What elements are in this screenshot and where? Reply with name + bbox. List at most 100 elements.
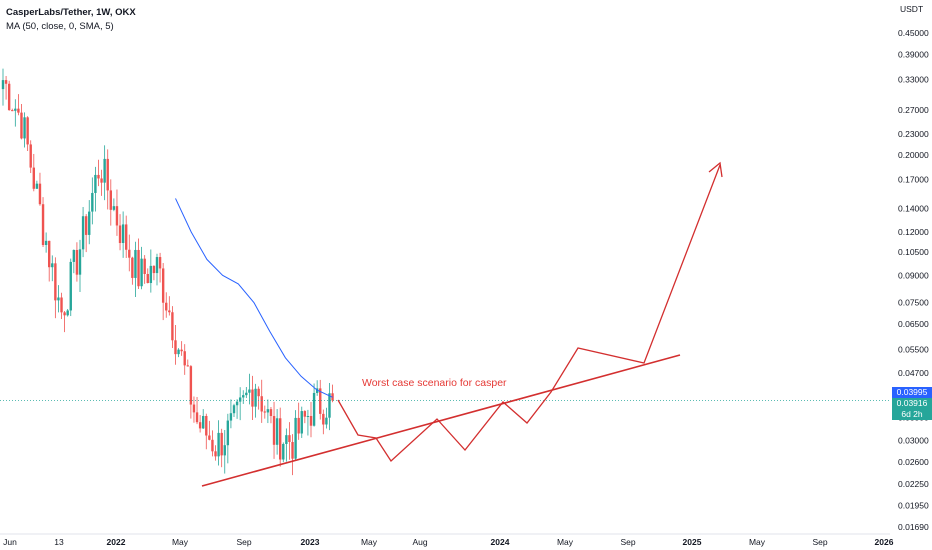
time-axis-label: Sep	[812, 537, 827, 547]
time-axis-label: Sep	[620, 537, 635, 547]
candle-body	[198, 422, 202, 429]
candle-body	[134, 249, 137, 278]
candle-body	[29, 144, 32, 168]
candle-body	[20, 112, 23, 139]
candle-body	[35, 183, 39, 189]
countdown-badge: 6d 2h	[892, 409, 932, 420]
candle-body	[109, 190, 112, 210]
candle-body	[217, 432, 220, 457]
time-axis-label: Sep	[236, 537, 251, 547]
candle-body	[220, 432, 223, 456]
candle-body	[294, 417, 297, 459]
time-axis-label: 2024	[491, 537, 510, 547]
price-axis-tick: 0.02250	[898, 479, 929, 489]
candle-body	[94, 174, 97, 193]
price-axis-tick: 0.02600	[898, 457, 929, 467]
candle-body	[189, 366, 193, 405]
candle-body	[202, 415, 205, 429]
candle-body	[100, 178, 103, 183]
candle-body	[1, 80, 5, 90]
candle-body	[97, 174, 100, 179]
candle-body	[242, 395, 245, 398]
candle-body	[121, 224, 125, 244]
candle-body	[84, 216, 88, 235]
time-axis-label: 2025	[683, 537, 702, 547]
time-axis-label: May	[749, 537, 766, 547]
last-price-badge: 0.03916	[892, 398, 932, 409]
price-axis-tick: 0.14000	[898, 204, 929, 214]
candle-body	[103, 158, 106, 183]
candle-body	[319, 388, 322, 414]
candle-body	[63, 312, 66, 316]
candle-body	[32, 167, 35, 189]
indicator-label[interactable]: MA (50, close, 0, SMA, 5)	[6, 21, 114, 32]
chart-legend: CasperLabs/Tether, 1W, OKX MA (50, close…	[6, 6, 136, 34]
candle-body	[112, 206, 116, 210]
candle-body	[223, 445, 226, 456]
candle-body	[51, 263, 54, 268]
price-axis-tick: 0.10500	[898, 247, 929, 257]
candle-body	[211, 439, 214, 452]
candle-body	[48, 240, 51, 268]
candle-body	[17, 108, 20, 113]
candle-body	[325, 417, 328, 425]
time-axis[interactable]: Jun 13 2022 May Sep 2023 May Aug 2024 May Sep 2025 M…	[0, 533, 894, 547]
candle-body	[266, 409, 270, 413]
price-axis-tick: 0.05500	[898, 344, 929, 354]
candle-body	[4, 80, 8, 84]
candle-body	[180, 349, 183, 352]
candle-body	[115, 206, 119, 226]
candle-body	[57, 297, 60, 301]
candle-body	[78, 249, 82, 275]
candle-body	[248, 389, 251, 393]
candle-body	[309, 415, 313, 426]
price-axis-tick: 0.23000	[898, 129, 929, 139]
time-axis-label: Jun	[3, 537, 17, 547]
projected-path	[337, 164, 721, 462]
candle-body	[251, 389, 254, 407]
candle-body	[183, 351, 186, 366]
candle-body	[214, 451, 217, 457]
price-axis-tick: 0.39000	[898, 50, 929, 60]
candle-body	[300, 411, 303, 434]
symbol-title[interactable]: CasperLabs/Tether, 1W, OKX	[6, 7, 136, 18]
projected-path-arrowhead	[708, 161, 723, 178]
candle-body	[41, 204, 45, 245]
candle-body	[291, 442, 294, 459]
candle-body	[81, 216, 85, 250]
candle-body	[149, 265, 153, 284]
time-axis-label: Aug	[412, 537, 427, 547]
time-axis-label: May	[172, 537, 189, 547]
candle-body	[137, 249, 140, 287]
candle-body	[174, 340, 177, 355]
candle-body	[235, 401, 239, 406]
candle-body	[232, 405, 236, 414]
candle-body	[303, 411, 307, 417]
price-axis-tick: 0.27000	[898, 105, 929, 115]
candle-body	[306, 415, 310, 417]
candle-body	[60, 297, 63, 313]
candle-body	[7, 83, 11, 111]
candle-body	[11, 110, 14, 112]
candle-body	[146, 273, 149, 284]
candle-body	[152, 265, 156, 274]
candle-body	[69, 261, 72, 311]
price-axis[interactable]: USDT 0.45000 0.39000 0.33000 0.27000 0.23000 0…	[898, 4, 929, 532]
time-axis-label: 2026	[875, 537, 894, 547]
candle-body	[260, 396, 263, 412]
price-axis-unit: USDT	[900, 4, 923, 14]
candle-body	[26, 117, 29, 145]
price-axis-tick: 0.33000	[898, 75, 929, 85]
candle-body	[186, 365, 189, 367]
candle-body	[245, 392, 248, 396]
candle-body	[226, 420, 230, 446]
candle-body	[254, 388, 257, 407]
candlestick-series	[1, 68, 334, 476]
price-axis-tick: 0.45000	[898, 28, 929, 38]
candle-body	[140, 258, 143, 287]
moving-average-line	[175, 198, 333, 398]
time-axis-label: May	[557, 537, 574, 547]
candle-body	[118, 225, 122, 244]
candle-body	[131, 257, 134, 278]
